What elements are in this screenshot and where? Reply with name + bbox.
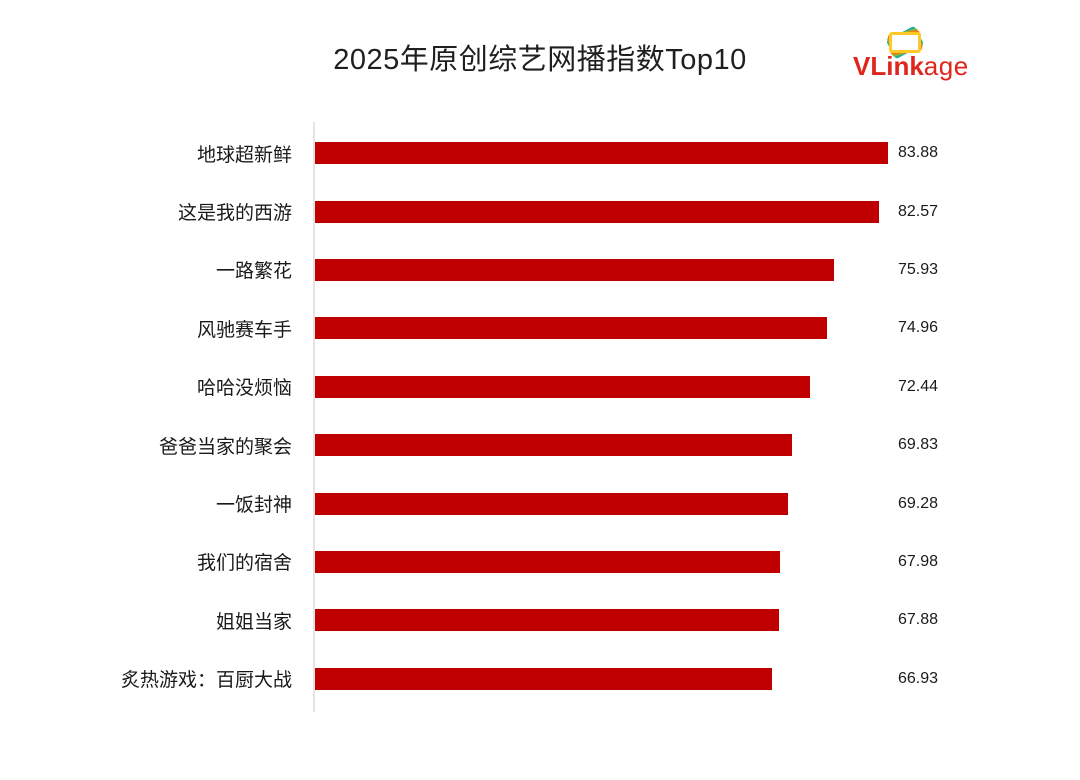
bar xyxy=(315,258,834,281)
bar-value: 69.83 xyxy=(898,436,939,454)
chart-row: 姐姐当家 67.88 xyxy=(0,591,1080,649)
bar-value: 74.96 xyxy=(898,319,939,337)
bar-value: 67.98 xyxy=(898,552,939,570)
chart-row: 风驰赛车手 74.96 xyxy=(0,299,1080,357)
bar-label: 这是我的西游 xyxy=(177,203,292,225)
logo-text: VLinkage xyxy=(853,53,969,79)
chart-row: 爸爸当家的聚会 69.83 xyxy=(0,416,1080,474)
bar xyxy=(315,317,828,340)
bar-area xyxy=(315,375,889,398)
bar xyxy=(315,492,789,515)
bar-label: 炙热游戏：百厨大战 xyxy=(120,670,292,692)
chart-row: 哈哈没烦恼 72.44 xyxy=(0,358,1080,416)
bar-value: 67.88 xyxy=(898,611,939,629)
bar-area xyxy=(315,609,889,632)
chart-row: 我们的宿舍 67.98 xyxy=(0,533,1080,591)
bar-area xyxy=(315,317,889,340)
stacked-cards-icon xyxy=(881,24,933,60)
bar xyxy=(315,375,810,398)
bar-label: 一路繁花 xyxy=(215,261,292,283)
bar xyxy=(315,434,793,457)
bar xyxy=(315,200,880,223)
bar xyxy=(315,667,773,690)
logo-text-bold: VLink xyxy=(853,51,924,81)
bar xyxy=(315,142,889,165)
bar-label: 一饭封神 xyxy=(215,495,292,517)
bar xyxy=(315,550,780,573)
bar-area xyxy=(315,434,889,457)
chart-row: 炙热游戏：百厨大战 66.93 xyxy=(0,650,1080,708)
chart-header: 2025年原创综艺网播指数Top10 VLinkage xyxy=(0,0,1080,110)
bar-area xyxy=(315,492,889,515)
bar-value: 82.57 xyxy=(898,202,939,220)
chart-row: 地球超新鲜 83.88 xyxy=(0,124,1080,182)
bar-label: 姐姐当家 xyxy=(215,611,292,633)
bar-area xyxy=(315,258,889,281)
bar-label: 我们的宿舍 xyxy=(196,553,292,575)
bar-value: 83.88 xyxy=(898,144,939,162)
bar-rows: 地球超新鲜 83.88 这是我的西游 82.57 一路繁花 75.93 风驰赛车… xyxy=(0,124,1080,708)
chart-row: 一饭封神 69.28 xyxy=(0,474,1080,532)
y-axis-line xyxy=(313,122,315,712)
bar-area xyxy=(315,667,889,690)
bar-area xyxy=(315,550,889,573)
bar-value: 75.93 xyxy=(898,260,939,278)
bar-label: 哈哈没烦恼 xyxy=(196,378,292,400)
logo-text-light: age xyxy=(923,51,969,81)
bar-label: 风驰赛车手 xyxy=(196,319,292,341)
chart-row: 这是我的西游 82.57 xyxy=(0,182,1080,240)
logo-card xyxy=(889,32,921,53)
bar-area xyxy=(315,200,889,223)
bar-area xyxy=(315,142,889,165)
bar-label: 地球超新鲜 xyxy=(196,144,292,166)
bar-value: 66.93 xyxy=(898,669,939,687)
bar-value: 72.44 xyxy=(898,377,939,395)
vlinkage-logo: VLinkage xyxy=(853,22,983,84)
bar-value: 69.28 xyxy=(898,494,939,512)
bar xyxy=(315,609,779,632)
bar-label: 爸爸当家的聚会 xyxy=(158,436,292,458)
page-title: 2025年原创综艺网播指数Top10 xyxy=(333,44,747,76)
chart-row: 一路繁花 75.93 xyxy=(0,241,1080,299)
